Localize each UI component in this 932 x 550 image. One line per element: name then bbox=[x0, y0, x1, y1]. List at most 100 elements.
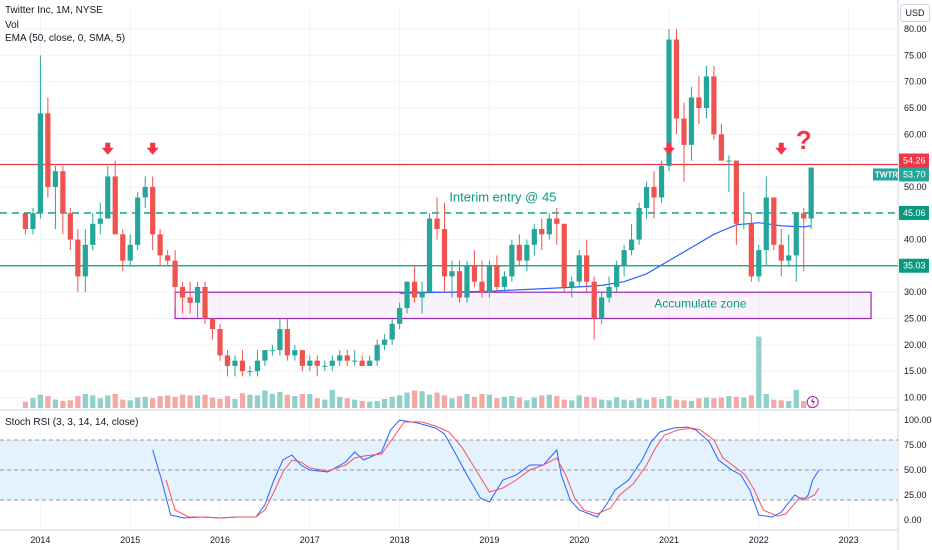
volume-bar bbox=[696, 398, 702, 408]
candle-body bbox=[479, 281, 485, 293]
candle-body bbox=[52, 171, 59, 187]
volume-bar bbox=[516, 397, 522, 408]
candle-body bbox=[576, 255, 582, 282]
volume-bar bbox=[262, 390, 268, 408]
volume-bar bbox=[187, 395, 193, 408]
volume-bar bbox=[771, 399, 777, 408]
candle-body bbox=[374, 344, 380, 361]
candle-body bbox=[82, 244, 88, 277]
x-tick-label: 2016 bbox=[210, 535, 230, 545]
resistance-tag: 54.26 bbox=[903, 156, 926, 166]
support-tag: 35.03 bbox=[903, 261, 926, 271]
candle-body bbox=[546, 218, 552, 235]
axes: 10.0015.0020.0025.0030.0035.0040.0045.00… bbox=[30, 24, 931, 545]
y-tick-label: 70.00 bbox=[904, 77, 927, 87]
volume-bar bbox=[60, 401, 66, 408]
volume-bar bbox=[643, 399, 650, 408]
volume-bar bbox=[584, 396, 590, 408]
candle-body bbox=[224, 355, 231, 366]
volume-bar bbox=[359, 401, 365, 408]
y-tick-label: 20.00 bbox=[904, 340, 927, 350]
candle-body bbox=[539, 229, 545, 235]
candle-body bbox=[681, 118, 687, 145]
symbol-title[interactable]: Twitter Inc, 1M, NYSE bbox=[5, 5, 103, 16]
candle-body bbox=[673, 39, 680, 119]
volume-bar bbox=[411, 390, 418, 408]
candle-body bbox=[105, 176, 111, 219]
ema-legend[interactable]: EMA (50, close, 0, SMA, 5) bbox=[5, 33, 126, 44]
volume-bar bbox=[733, 396, 739, 408]
red-down-arrow bbox=[101, 142, 114, 155]
currency-label[interactable]: USD bbox=[900, 4, 930, 22]
volume-bar bbox=[322, 399, 328, 408]
stoch-rsi-legend[interactable]: Stoch RSI (3, 3, 14, 14, close) bbox=[5, 417, 139, 428]
candle-body bbox=[449, 271, 455, 277]
lightning-icon bbox=[810, 397, 816, 406]
candle-body bbox=[501, 276, 508, 287]
y-tick-label: 80.00 bbox=[904, 24, 927, 34]
x-tick-label: 2020 bbox=[569, 535, 589, 545]
candle-body bbox=[120, 234, 126, 261]
volume-bar bbox=[90, 395, 96, 408]
candle-body bbox=[97, 218, 103, 224]
volume-bar bbox=[591, 397, 597, 408]
volume-bar bbox=[486, 394, 493, 408]
x-tick-label: 2021 bbox=[659, 535, 679, 545]
candle-body bbox=[352, 360, 358, 362]
volume-legend[interactable]: Vol bbox=[5, 20, 19, 31]
candle-body bbox=[329, 360, 335, 366]
volume-bar bbox=[329, 389, 335, 408]
ema-polyline bbox=[399, 222, 812, 294]
volume-bar bbox=[539, 395, 545, 408]
rsi-d-line bbox=[165, 421, 820, 519]
rsi-tick-label: 0.00 bbox=[904, 515, 922, 525]
x-tick-label: 2018 bbox=[390, 535, 410, 545]
volume-bar bbox=[232, 398, 238, 408]
volume-bar bbox=[471, 396, 478, 408]
x-tick-label: 2015 bbox=[120, 535, 140, 545]
volume-bar bbox=[793, 389, 799, 408]
candle-body bbox=[763, 197, 769, 251]
candle-body bbox=[202, 286, 208, 319]
candle-body bbox=[157, 234, 163, 256]
volume-bar bbox=[344, 398, 350, 408]
volume-bar bbox=[202, 394, 208, 408]
candle-body bbox=[703, 76, 710, 108]
candle-body bbox=[426, 218, 433, 293]
candle-body bbox=[621, 250, 627, 266]
candle-body bbox=[232, 360, 238, 366]
candle-body bbox=[456, 271, 463, 298]
candle-body bbox=[322, 365, 328, 367]
horizontal-levels bbox=[0, 163, 898, 267]
volume-bar bbox=[37, 394, 44, 408]
volume-bar bbox=[142, 396, 148, 408]
ticker-tag-bg bbox=[873, 168, 898, 181]
volume-bar bbox=[314, 398, 320, 408]
candle-body bbox=[262, 350, 268, 361]
resistance-tag-bg bbox=[899, 153, 929, 168]
volume-bar bbox=[479, 394, 485, 408]
candle-body bbox=[217, 329, 223, 356]
volume-bar bbox=[509, 396, 515, 408]
volume-bar bbox=[224, 396, 231, 408]
volume-bar bbox=[75, 396, 81, 408]
volume-bar bbox=[688, 401, 695, 408]
volume-bar bbox=[269, 394, 275, 408]
volume-bar bbox=[367, 401, 373, 408]
candle-body bbox=[299, 350, 305, 366]
candle-body bbox=[179, 286, 186, 298]
price-tag-bg bbox=[899, 167, 929, 182]
volume-bar bbox=[45, 396, 51, 408]
candle-body bbox=[524, 244, 530, 261]
zone-rect bbox=[174, 291, 872, 320]
candle-body bbox=[112, 176, 118, 235]
candle-body bbox=[269, 350, 275, 352]
candle-body bbox=[239, 360, 246, 372]
volume-bar bbox=[105, 395, 111, 408]
volume-bar bbox=[67, 400, 73, 408]
volume-bar bbox=[449, 398, 455, 408]
candle-body bbox=[554, 218, 560, 224]
question-mark: ? bbox=[796, 125, 812, 155]
y-tick-label: 60.00 bbox=[904, 129, 927, 139]
